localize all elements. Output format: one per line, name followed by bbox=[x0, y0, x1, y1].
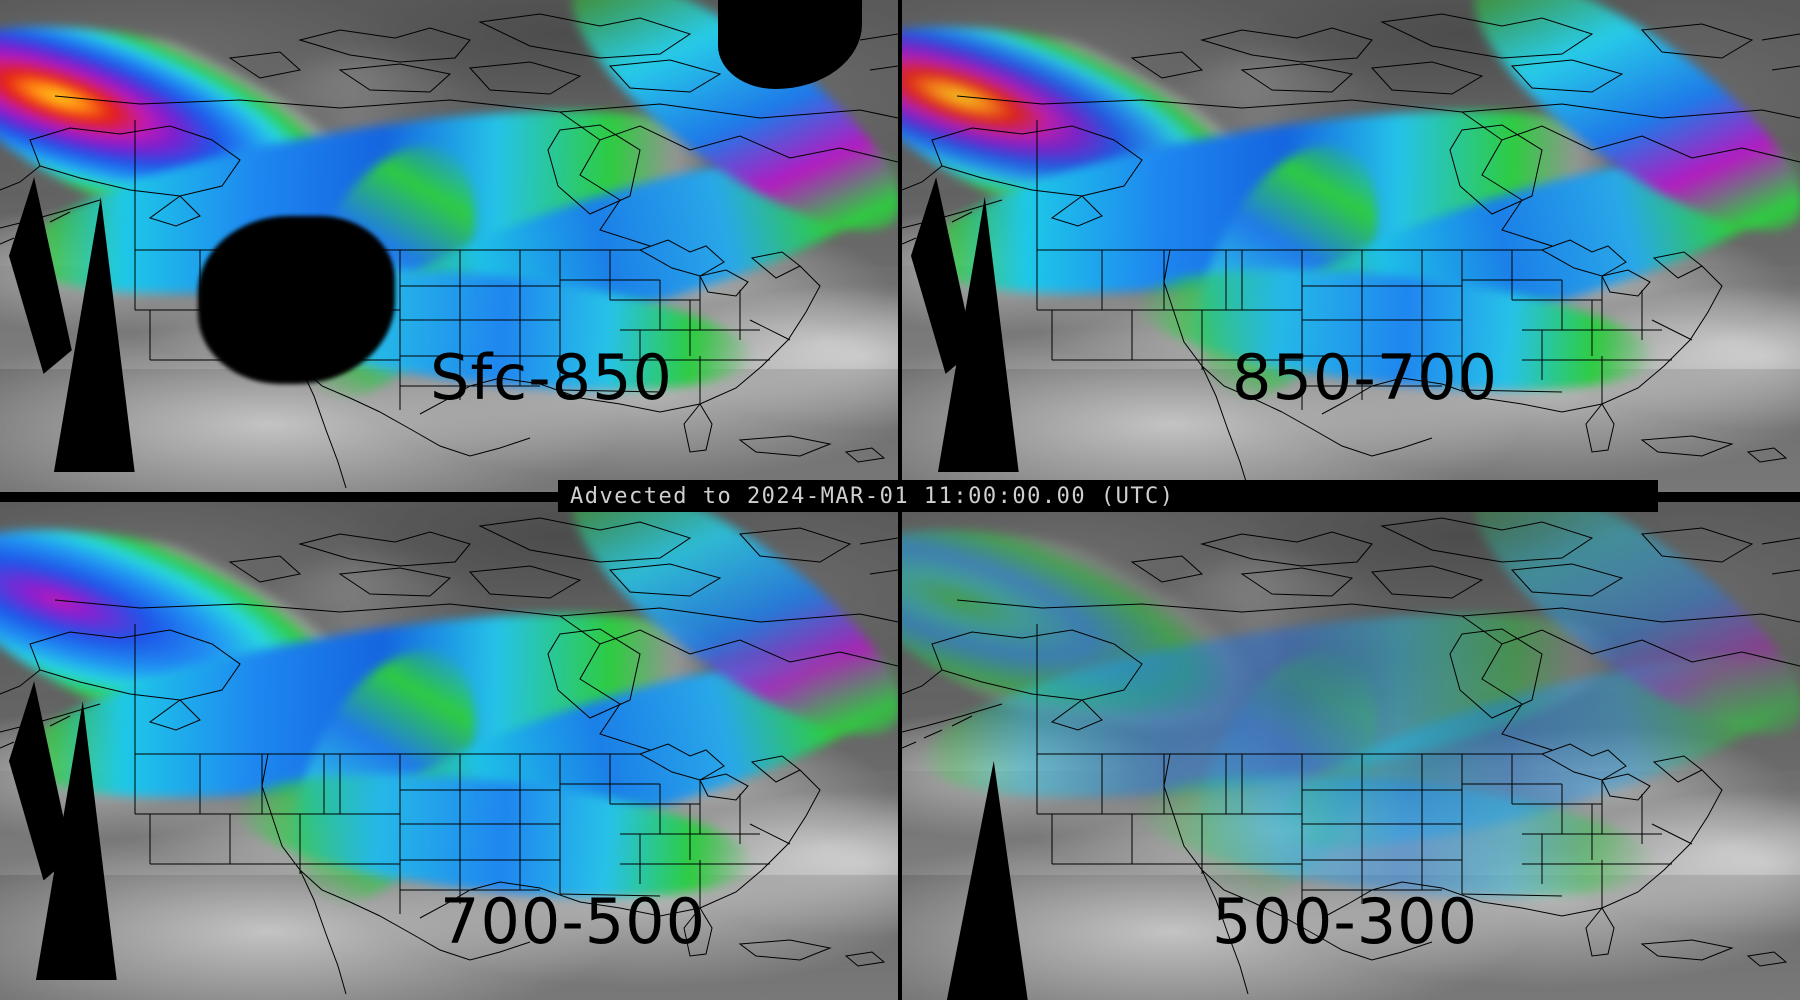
panel-label-sfc-850: Sfc-850 bbox=[430, 341, 673, 414]
terrain-mask bbox=[197, 216, 396, 384]
panel-850-700[interactable]: 850-700 bbox=[902, 0, 1800, 492]
panel-700-500[interactable]: 700-500 bbox=[0, 502, 898, 1000]
panel-label-700-500: 700-500 bbox=[440, 885, 707, 958]
panel-500-300[interactable]: 500-300 bbox=[902, 502, 1800, 1000]
panel-label-500-300: 500-300 bbox=[1212, 885, 1479, 958]
panel-sfc-850[interactable]: Sfc-850 bbox=[0, 0, 898, 492]
timestamp-banner: Advected to 2024-MAR-01 11:00:00.00 (UTC… bbox=[558, 480, 1658, 512]
panel-label-850-700: 850-700 bbox=[1232, 341, 1499, 414]
timestamp-text: Advected to 2024-MAR-01 11:00:00.00 (UTC… bbox=[570, 483, 1175, 509]
